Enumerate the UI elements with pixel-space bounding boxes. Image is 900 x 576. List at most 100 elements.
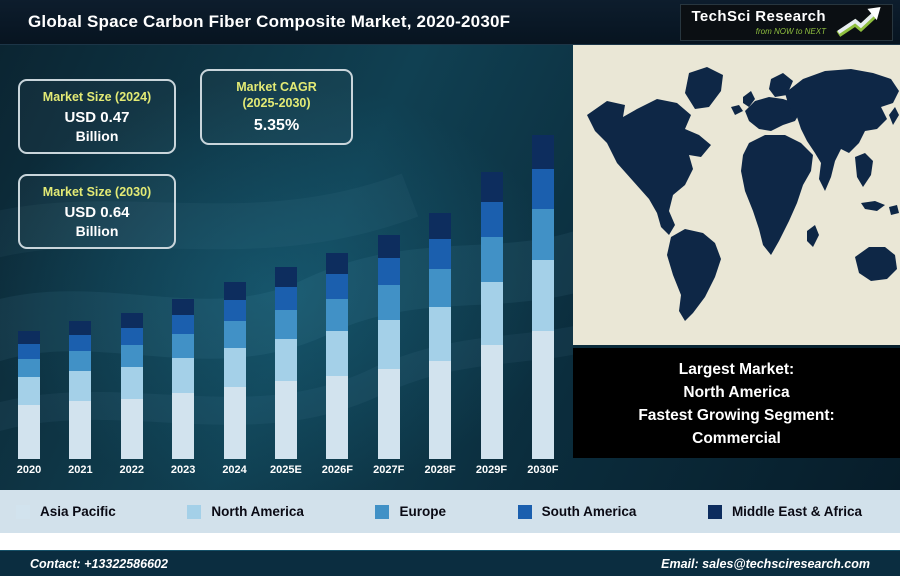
legend-item: Europe: [375, 504, 446, 519]
chart-area: Market Size (2024) USD 0.47 Billion Mark…: [0, 45, 900, 490]
bar-segment-europe: [223, 321, 246, 348]
legend-swatch: [187, 504, 202, 519]
bar-segment-south-america: [69, 335, 92, 351]
world-map: [573, 45, 900, 345]
x-axis-label: 2029F: [475, 464, 508, 476]
bar-segment-europe: [18, 359, 40, 377]
bar-segment-south-america: [274, 287, 297, 310]
bar-segment-middle-east-africa: [120, 313, 143, 328]
stat-unit: Billion: [75, 128, 119, 144]
logo-arrow-icon: [836, 7, 881, 37]
bar-segment-europe: [172, 334, 195, 358]
legend-swatch: [707, 504, 722, 519]
stacked-bar: [429, 213, 452, 459]
page-title: Global Space Carbon Fiber Composite Mark…: [28, 12, 511, 31]
legend-label: Middle East & Africa: [731, 504, 862, 519]
bar-segment-south-america: [120, 328, 143, 345]
x-axis-label: 2030F: [527, 464, 559, 476]
stat-label: Market Size (2024): [42, 90, 152, 104]
bar-segment-north-america: [531, 260, 554, 331]
bar-segment-south-america: [429, 239, 452, 269]
stat-value: USD 0.47: [64, 109, 130, 126]
fastest-segment-value: Commercial: [692, 430, 781, 447]
bar-segment-south-america: [531, 169, 554, 209]
header-bar: Global Space Carbon Fiber Composite Mark…: [0, 0, 900, 45]
techsci-logo: TechSci Research from NOW to NEXT: [680, 3, 893, 41]
bar-segment-north-america: [274, 339, 297, 381]
stacked-bar: [120, 313, 143, 459]
bar-segment-middle-east-africa: [326, 253, 349, 274]
bar-segment-asia-pacific: [377, 369, 400, 459]
stat-label: Market Size (2030): [42, 185, 152, 199]
bar-segment-europe: [326, 299, 349, 331]
bar-column: 2026F: [316, 253, 358, 476]
stacked-bar: [377, 235, 400, 459]
bar-segment-middle-east-africa: [69, 321, 92, 335]
bar-segment-europe: [531, 209, 554, 260]
bar-segment-asia-pacific: [18, 405, 40, 459]
bar-segment-north-america: [172, 358, 195, 393]
bar-column: 2022: [111, 313, 153, 476]
x-axis-label: 2020: [16, 464, 42, 476]
bar-segment-middle-east-africa: [223, 282, 246, 300]
bar-segment-south-america: [326, 274, 349, 299]
x-axis-label: 2025E: [270, 464, 302, 476]
stacked-bar: [223, 282, 246, 459]
bar-segment-middle-east-africa: [274, 267, 297, 287]
bar-chart: 2020 2021 2022 2023 2024 2025E 2026F 2027F 2028F…: [8, 135, 564, 476]
logo-text: TechSci Research from NOW to NEXT: [691, 8, 826, 36]
bar-segment-europe: [429, 269, 452, 307]
bar-segment-middle-east-africa: [377, 235, 400, 258]
email-text: Email: sales@techsciresearch.com: [661, 556, 870, 571]
fastest-segment-label: Fastest Growing Segment:: [638, 407, 835, 424]
bar-segment-asia-pacific: [326, 376, 349, 459]
bar-segment-middle-east-africa: [429, 213, 452, 239]
x-axis-label: 2021: [68, 464, 93, 476]
stat-label: Market CAGR: [236, 80, 317, 94]
bar-segment-north-america: [223, 348, 246, 387]
bar-column: 2027F: [368, 235, 410, 476]
bar-segment-middle-east-africa: [172, 299, 195, 315]
stat-box-market-size-2024: Market Size (2024) USD 0.47 Billion: [18, 79, 176, 154]
legend-label: Europe: [399, 504, 446, 519]
bar-segment-south-america: [223, 300, 246, 321]
stat-box-market-size-2030: Market Size (2030) USD 0.64 Billion: [18, 174, 176, 249]
legend-item: South America: [517, 504, 637, 519]
bar-segment-north-america: [69, 371, 92, 401]
bar-segment-asia-pacific: [223, 387, 246, 459]
bar-column: 2024: [214, 282, 256, 476]
bar-segment-middle-east-africa: [18, 331, 40, 344]
legend-swatch: [375, 504, 390, 519]
x-axis-label: 2027F: [373, 464, 405, 476]
x-axis-label: 2028F: [424, 464, 456, 476]
bar-segment-north-america: [326, 331, 349, 376]
bar-segment-north-america: [120, 367, 143, 399]
bar-segment-north-america: [480, 282, 503, 345]
bar-segment-asia-pacific: [274, 381, 297, 459]
stat-unit: Billion: [75, 223, 119, 239]
legend-item: Middle East & Africa: [707, 504, 862, 519]
bar-segment-north-america: [377, 320, 400, 369]
bar-segment-europe: [274, 310, 297, 339]
bar-segment-europe: [69, 351, 92, 371]
bar-segment-middle-east-africa: [480, 172, 503, 202]
largest-market-label: Largest Market:: [678, 361, 795, 378]
bar-column: 2028F: [419, 213, 461, 476]
stacked-bar: [531, 135, 554, 459]
bar-segment-north-america: [18, 377, 40, 405]
bar-segment-south-america: [377, 258, 400, 285]
stacked-bar: [274, 267, 297, 459]
legend-label: South America: [541, 504, 637, 519]
bar-column: 2023: [162, 299, 204, 476]
x-axis-label: 2022: [119, 464, 145, 476]
bar-segment-south-america: [172, 315, 195, 334]
x-axis-label: 2026F: [321, 464, 353, 476]
bar-segment-asia-pacific: [531, 331, 554, 459]
bar-column: 2020: [8, 331, 50, 476]
bar-segment-middle-east-africa: [531, 135, 554, 169]
stacked-bar: [69, 321, 92, 459]
stacked-bar: [18, 331, 40, 459]
bar-segment-asia-pacific: [120, 399, 143, 459]
stacked-bar: [172, 299, 195, 459]
